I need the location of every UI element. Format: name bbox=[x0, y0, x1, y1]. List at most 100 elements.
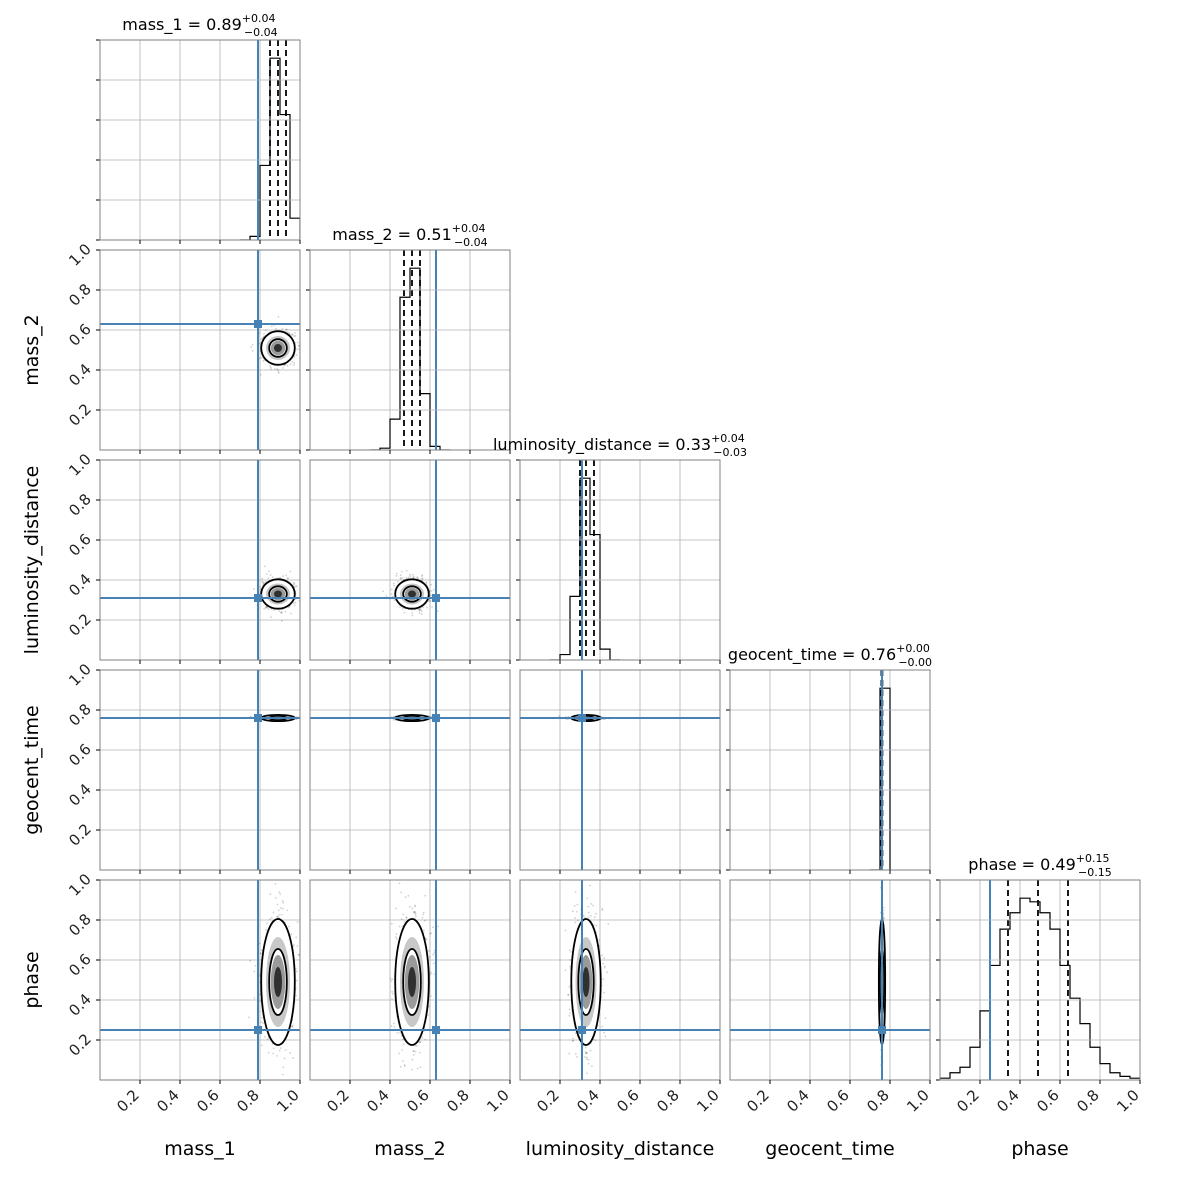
scatter-point bbox=[260, 338, 263, 340]
scatter-point bbox=[263, 607, 266, 610]
scatter-point bbox=[430, 583, 433, 586]
scatter-point bbox=[428, 715, 431, 718]
scatter-point bbox=[250, 346, 252, 349]
scatter-point bbox=[281, 327, 284, 330]
scatter-point bbox=[436, 610, 439, 613]
scatter-point bbox=[409, 573, 411, 576]
scatter-point bbox=[432, 588, 435, 591]
scatter-point bbox=[408, 576, 410, 579]
scatter-point bbox=[405, 569, 408, 572]
scatter-point bbox=[416, 576, 418, 579]
scatter-point bbox=[412, 576, 415, 578]
panel-content bbox=[100, 250, 300, 450]
panel-luminosity_distance-vs-mass_1 bbox=[96, 459, 301, 664]
density-core bbox=[408, 590, 416, 598]
scatter-point bbox=[271, 576, 274, 579]
scatter-point bbox=[259, 373, 262, 376]
scatter-point bbox=[294, 585, 297, 588]
scatter-point bbox=[395, 572, 398, 575]
scatter-point bbox=[277, 316, 280, 318]
scatter-point bbox=[425, 581, 428, 584]
scatter-point bbox=[269, 574, 272, 576]
scatter-point bbox=[285, 574, 287, 577]
scatter-point bbox=[264, 329, 267, 332]
scatter-point bbox=[262, 581, 264, 584]
scatter-point bbox=[393, 719, 395, 721]
panel-content bbox=[550, 460, 620, 660]
scatter-point bbox=[419, 608, 422, 610]
scatter-point bbox=[280, 620, 283, 622]
scatter-point bbox=[289, 570, 292, 573]
scatter-point bbox=[265, 605, 268, 608]
scatter-point bbox=[282, 575, 284, 578]
panel-geocent_time-vs-mass_2 bbox=[309, 669, 511, 874]
scatter-point bbox=[287, 577, 290, 580]
scatter-point bbox=[251, 343, 254, 346]
scatter-point bbox=[281, 367, 284, 369]
scatter-point bbox=[263, 565, 266, 568]
scatter-point bbox=[263, 332, 265, 335]
panel-frame bbox=[309, 249, 511, 451]
panel-mass_1-vs-mass_1 bbox=[96, 39, 301, 244]
scatter-point bbox=[418, 609, 421, 612]
scatter-point bbox=[283, 364, 285, 367]
scatter-point bbox=[289, 363, 292, 366]
scatter-point bbox=[293, 363, 295, 366]
histogram-luminosity_distance bbox=[550, 477, 620, 660]
panel-content bbox=[100, 460, 300, 660]
scatter-point bbox=[291, 334, 294, 336]
scatter-point bbox=[405, 576, 408, 579]
scatter-point bbox=[287, 331, 290, 334]
scatter-point bbox=[291, 360, 294, 363]
scatter-point bbox=[296, 348, 299, 351]
panel-content bbox=[100, 670, 300, 870]
panel-frame bbox=[519, 459, 721, 661]
scatter-point bbox=[392, 582, 395, 585]
scatter-point bbox=[270, 366, 272, 369]
truth-marker bbox=[254, 320, 262, 328]
scatter-point bbox=[421, 574, 424, 577]
scatter-point bbox=[261, 577, 264, 580]
scatter-point bbox=[293, 602, 295, 604]
scatter-point bbox=[411, 614, 414, 617]
scatter-point bbox=[277, 369, 280, 372]
scatter-point bbox=[429, 600, 432, 603]
scatter-point bbox=[265, 573, 268, 575]
scatter-point bbox=[298, 344, 300, 347]
scatter-point bbox=[285, 328, 288, 331]
scatter-point bbox=[292, 581, 295, 584]
scatter-point bbox=[294, 332, 296, 334]
scatter-point bbox=[269, 365, 271, 368]
scatter-point bbox=[396, 580, 399, 583]
scatter-point bbox=[278, 610, 281, 613]
panel-frame bbox=[309, 459, 511, 661]
scatter-point bbox=[284, 363, 287, 366]
scatter-point bbox=[420, 577, 423, 580]
truth-marker bbox=[432, 594, 440, 602]
panel-geocent_time-vs-mass_1 bbox=[96, 669, 301, 874]
scatter-point bbox=[294, 335, 297, 337]
truth-marker bbox=[432, 714, 440, 722]
scatter-point bbox=[412, 573, 414, 576]
scatter-point bbox=[262, 582, 265, 585]
scatter-point bbox=[274, 368, 276, 371]
panel-content bbox=[520, 670, 720, 870]
scatter-point bbox=[421, 577, 424, 580]
scatter-point bbox=[293, 604, 296, 607]
scatter-point bbox=[280, 611, 283, 613]
scatter-point bbox=[265, 607, 268, 609]
scatter-point bbox=[270, 616, 272, 619]
density-core bbox=[274, 590, 282, 598]
scatter-point bbox=[431, 605, 433, 608]
scatter-point bbox=[420, 610, 423, 612]
scatter-point bbox=[293, 335, 296, 338]
scatter-point bbox=[416, 577, 419, 580]
panel-luminosity_distance-vs-mass_2 bbox=[309, 459, 511, 664]
panels-layer bbox=[96, 39, 1141, 1084]
scatter-point bbox=[272, 609, 275, 612]
scatter-point bbox=[284, 610, 287, 613]
scatter-point bbox=[253, 588, 255, 590]
scatter-point bbox=[425, 582, 427, 584]
scatter-point bbox=[293, 583, 296, 585]
